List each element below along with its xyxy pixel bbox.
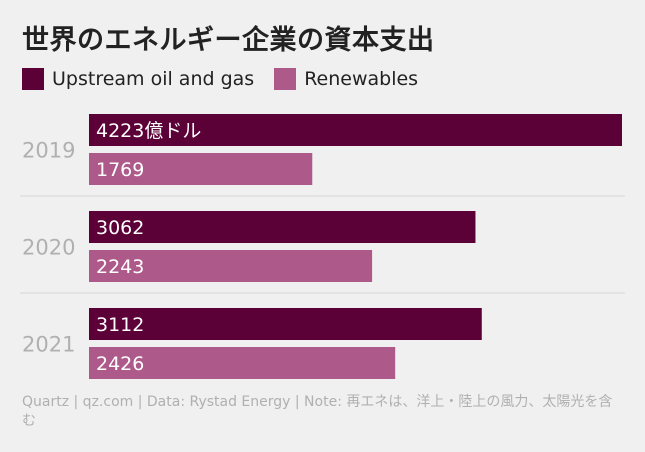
legend-item-upstream: Upstream oil and gas <box>22 68 254 90</box>
year-label: 2020 <box>22 236 75 260</box>
legend: Upstream oil and gas Renewables <box>22 68 428 90</box>
year-label: 2021 <box>22 333 75 357</box>
data-label: 3112 <box>96 314 144 336</box>
source-note: Quartz | qz.com | Data: Rystad Energy | … <box>22 394 613 429</box>
data-label: 3062 <box>96 217 144 239</box>
year-label: 2019 <box>22 139 75 163</box>
legend-label-upstream: Upstream oil and gas <box>52 68 255 90</box>
legend-swatch-upstream <box>22 68 44 90</box>
chart-title: 世界のエネルギー企業の資本支出 <box>22 25 435 56</box>
legend-swatch-renewables <box>274 68 297 90</box>
bar-upstream-2019 <box>89 114 622 146</box>
legend-item-renewables: Renewables <box>274 68 418 90</box>
bar-upstream-2021 <box>89 308 482 340</box>
data-label: 2426 <box>96 353 144 375</box>
bar-renewables-2021 <box>89 347 396 379</box>
data-label: 4223億ドル <box>96 120 201 142</box>
bar-upstream-2020 <box>89 211 476 243</box>
bar-renewables-2020 <box>89 250 373 282</box>
data-label: 1769 <box>96 159 144 181</box>
bar-renewables-2019 <box>89 153 313 185</box>
legend-label-renewables: Renewables <box>304 68 419 90</box>
data-label: 2243 <box>96 256 144 278</box>
